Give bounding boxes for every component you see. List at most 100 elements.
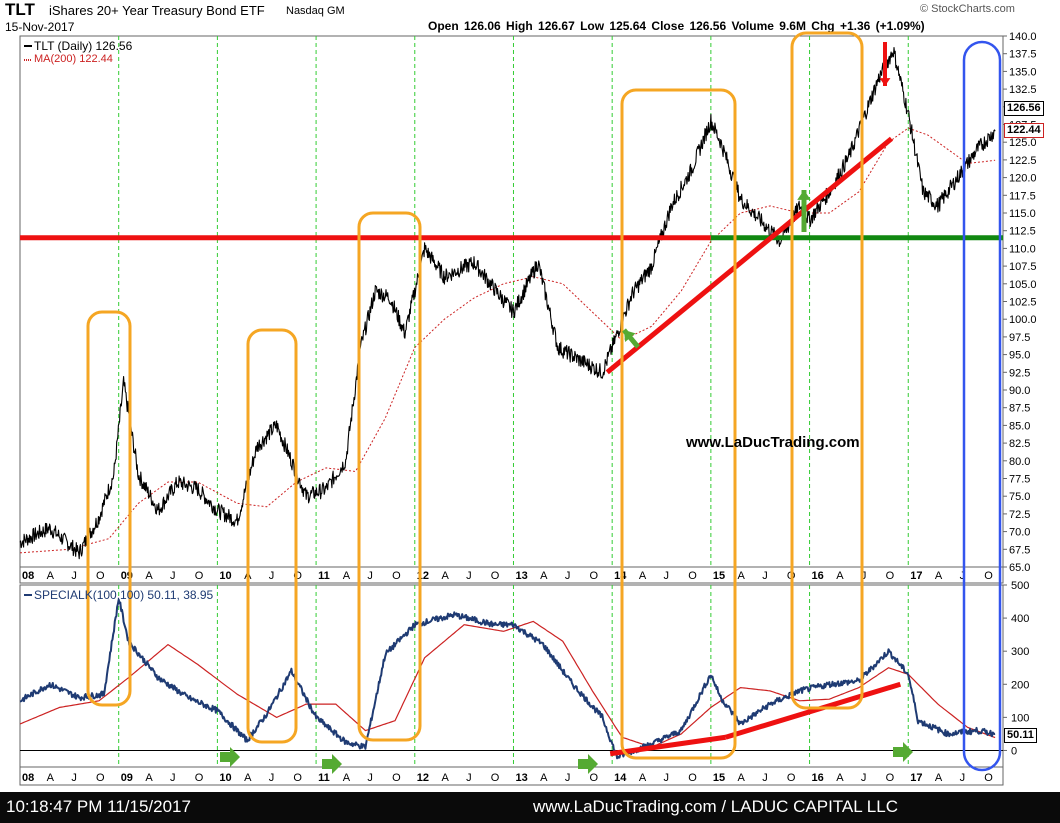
indicator-y-tick-label: 400 [1011, 613, 1029, 625]
x-tick-label: A [145, 570, 153, 582]
price-y-tick-label: 72.5 [1009, 509, 1030, 521]
chart-header: TLT iShares 20+ Year Treasury Bond ETF N… [0, 0, 1060, 36]
x-tick-label: J [367, 570, 373, 582]
x-tick-label: J [170, 772, 176, 784]
x-tick-label: O [491, 772, 500, 784]
up-arrow-head [797, 190, 811, 200]
x-tick-label: O [688, 570, 697, 582]
x-tick-label: O [195, 570, 204, 582]
signal-series-line [19, 620, 996, 748]
x-tick-label: O [984, 772, 993, 784]
price-x-axis [19, 566, 1004, 584]
x-tick-label: O [589, 570, 598, 582]
x-tick-label: O [886, 772, 895, 784]
highlight-box [620, 88, 737, 760]
down-arrow-head [879, 78, 891, 86]
price-y-tick-label: 132.5 [1009, 84, 1037, 96]
x-tick-label: J [861, 570, 867, 582]
x-tick-label: O [96, 772, 105, 784]
x-tick-label: A [836, 772, 844, 784]
x-tick-label: O [392, 772, 401, 784]
x-tick-label: A [540, 570, 548, 582]
price-y-tick-label: 80.0 [1009, 456, 1030, 468]
price-y-tick-label: 120.0 [1009, 173, 1037, 185]
x-tick-label: 08 [22, 772, 34, 784]
price-legend-ma: MA(200) 122.44 [34, 53, 113, 65]
indicator-legend: SPECIALK(100,100) 50.11, 38.95 [34, 588, 214, 602]
price-legend-close: TLT (Daily) 126.56 [34, 39, 133, 53]
price-y-tick-label: 77.5 [1009, 474, 1030, 486]
x-tick-label: J [367, 772, 373, 784]
x-tick-label: O [886, 570, 895, 582]
x-tick-label: 17 [910, 772, 922, 784]
footer-credit: www.LaDucTrading.com / LADUC CAPITAL LLC [533, 797, 898, 816]
x-tick-label: J [466, 570, 472, 582]
x-tick-label: O [392, 570, 401, 582]
indicator-y-tick-label: 300 [1011, 646, 1029, 658]
signal-arrow [220, 747, 240, 767]
price-y-tick-label: 82.5 [1009, 438, 1030, 450]
x-tick-label: 15 [713, 772, 725, 784]
annotations [20, 31, 1003, 774]
x-tick-label: J [960, 772, 966, 784]
price-y-tick-label: 140.0 [1009, 31, 1037, 43]
signal-arrow [893, 742, 913, 762]
footer-bar: 10:18:47 PM 11/15/2017 www.LaDucTrading.… [0, 792, 1060, 823]
footer-timestamp: 10:18:47 PM 11/15/2017 [6, 797, 191, 816]
price-y-tick-label: 105.0 [1009, 279, 1037, 291]
price-y-tick-label: 90.0 [1009, 385, 1030, 397]
quote-summary: Open 126.06 High 126.67 Low 125.64 Close… [428, 19, 925, 33]
price-y-tick-label: 65.0 [1009, 562, 1030, 574]
signal-arrow [578, 754, 598, 774]
price-y-tick-label: 122.5 [1009, 155, 1037, 167]
x-tick-label: 13 [515, 570, 527, 582]
price-y-tick-label: 87.5 [1009, 403, 1030, 415]
price-trendline [605, 136, 894, 375]
indicator-frame [19, 584, 1004, 768]
indicator-trendline [724, 681, 902, 740]
price-y-tick-label: 70.0 [1009, 527, 1030, 539]
x-tick-label: 11 [318, 570, 330, 582]
price-y-tick-label: 107.5 [1009, 261, 1037, 273]
highlight-box [246, 328, 298, 744]
watermark-text: www.LaDucTrading.com [686, 434, 860, 451]
x-tick-label: A [639, 772, 647, 784]
price-y-tick-label: 92.5 [1009, 367, 1030, 379]
x-tick-label: O [688, 772, 697, 784]
exchange-label: Nasdaq GM [286, 5, 345, 17]
fund-name: iShares 20+ Year Treasury Bond ETF [49, 3, 265, 18]
x-tick-label: A [441, 570, 449, 582]
signal-arrow [322, 754, 342, 774]
x-tick-label: 10 [219, 772, 231, 784]
price-y-tick-label: 137.5 [1009, 49, 1037, 61]
x-tick-label: A [738, 772, 746, 784]
price-y-tick-label: 97.5 [1009, 332, 1030, 344]
x-tick-label: 12 [417, 772, 429, 784]
price-y-tick-label: 67.5 [1009, 544, 1030, 556]
highlight-box [86, 310, 132, 707]
specialk-last-value: 50.11 [1004, 728, 1037, 743]
x-tick-label: J [269, 570, 275, 582]
x-tick-label: A [836, 570, 844, 582]
x-tick-label: 14 [614, 772, 627, 784]
x-tick-label: O [293, 570, 302, 582]
x-tick-label: J [565, 570, 571, 582]
x-tick-label: 17 [910, 570, 922, 582]
x-tick-label: 10 [219, 570, 231, 582]
ticker-symbol: TLT [5, 0, 35, 19]
price-y-tick-label: 75.0 [1009, 491, 1030, 503]
focus-box [962, 40, 1002, 772]
x-tick-label: O [491, 570, 500, 582]
x-tick-label: J [565, 772, 571, 784]
indicator-y-tick-label: 0 [1011, 745, 1017, 757]
chart-date: 15-Nov-2017 [5, 20, 75, 34]
price-y-tick-label: 135.0 [1009, 66, 1037, 78]
indicator-y-tick-label: 100 [1011, 712, 1029, 724]
x-tick-label: A [639, 570, 647, 582]
x-tick-label: A [738, 570, 746, 582]
indicator-panel: 08 A J O 09 A J O 10 A J O 11 A J O 12 A J O 13 A J O 14 A J O 15 A J O… [19, 580, 1029, 786]
x-tick-label: A [540, 772, 548, 784]
x-tick-label: A [47, 570, 55, 582]
x-tick-label: J [664, 772, 670, 784]
specialk-series-line [19, 598, 996, 760]
